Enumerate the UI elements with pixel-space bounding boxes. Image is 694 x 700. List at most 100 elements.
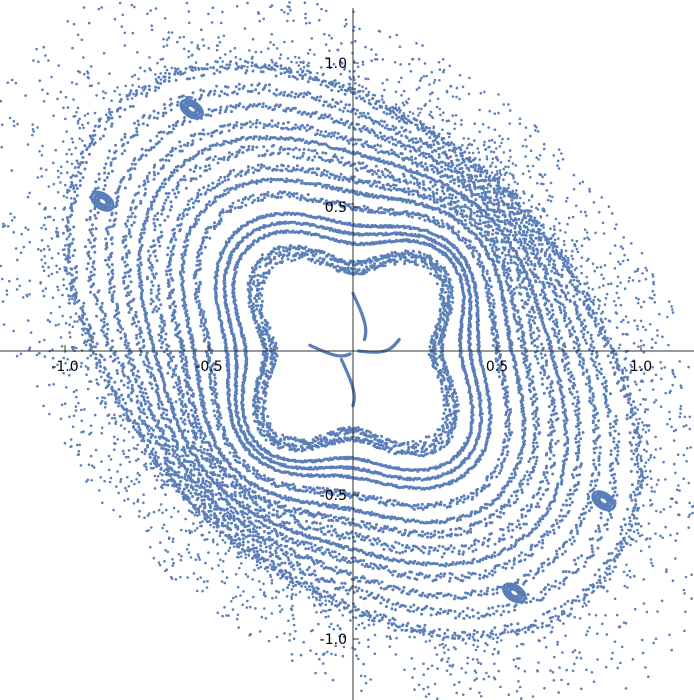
ring-point	[207, 336, 211, 340]
ring-point	[446, 297, 450, 301]
ring-point	[379, 261, 383, 265]
ring-point	[472, 249, 475, 252]
ring-point	[451, 498, 455, 502]
ring-point	[195, 300, 199, 304]
ring-point	[394, 440, 398, 444]
ring-point	[195, 255, 199, 259]
ring-point	[262, 192, 266, 196]
ring-point	[262, 419, 266, 423]
ring-point	[434, 449, 437, 453]
ring-point	[444, 302, 448, 306]
ring-point	[420, 502, 424, 506]
ring-point	[438, 293, 442, 297]
ring-point	[263, 394, 267, 398]
ring-point	[259, 377, 263, 380]
ring-point	[456, 403, 460, 407]
ring-point	[423, 218, 427, 222]
ring-point	[256, 289, 259, 292]
ring-point	[413, 259, 417, 263]
ring-point	[335, 268, 339, 272]
ring-point	[444, 384, 448, 388]
ring-point	[264, 319, 268, 323]
ring-point	[447, 277, 451, 281]
ring-point	[277, 247, 281, 251]
ring-point	[197, 218, 201, 222]
ring-point	[257, 406, 261, 410]
ring-point	[439, 297, 442, 301]
ring-point	[226, 191, 230, 194]
ring-point	[330, 442, 334, 446]
ring-point	[421, 507, 425, 511]
ring-point	[320, 439, 324, 443]
ring-point	[255, 394, 259, 398]
ring-point	[388, 212, 392, 216]
ring-point	[281, 496, 285, 500]
ring-point	[477, 252, 481, 256]
ring-point	[373, 442, 377, 446]
ring-point	[204, 227, 208, 231]
ring-point	[410, 450, 414, 454]
ring-point	[284, 246, 288, 250]
ring-point	[218, 214, 222, 217]
ring-point	[372, 256, 375, 260]
ring-point	[251, 412, 255, 416]
ring-point	[459, 495, 463, 499]
ring-point	[313, 261, 317, 265]
ring-point	[222, 458, 226, 462]
ring-point	[275, 354, 279, 358]
ring-point	[270, 353, 274, 357]
ring-point	[417, 255, 421, 259]
ring-point	[253, 401, 257, 404]
ring-point	[458, 498, 462, 502]
ring-point	[252, 472, 255, 476]
ring-point	[445, 284, 449, 288]
ring-point	[359, 208, 362, 212]
ring-point	[416, 449, 419, 453]
ring-point	[428, 260, 432, 264]
ring-point	[440, 225, 444, 229]
ring-point	[474, 236, 478, 240]
ring-point	[430, 337, 434, 341]
ring-point	[303, 253, 306, 257]
ring-point	[349, 266, 353, 270]
ring-point	[455, 399, 459, 403]
ring-point	[209, 203, 212, 207]
ring-point	[480, 261, 484, 265]
ring-point	[463, 241, 467, 245]
ring-point	[263, 196, 266, 200]
ring-point	[270, 351, 274, 354]
ring-point	[200, 251, 203, 255]
ring-point	[297, 256, 301, 260]
ring-point	[268, 326, 272, 330]
ring-point	[446, 287, 450, 291]
ring-point	[305, 488, 309, 492]
ring-point	[216, 222, 220, 226]
ring-point	[261, 216, 264, 220]
ring-point	[217, 406, 221, 409]
ring-point	[448, 505, 452, 509]
ring-point	[426, 266, 430, 270]
ring-point	[366, 210, 370, 214]
ring-point	[448, 394, 452, 398]
ring-point	[270, 342, 273, 346]
ring-point	[444, 403, 448, 407]
ring-point	[259, 316, 263, 320]
ring-point	[263, 364, 267, 368]
ring-point	[208, 236, 212, 240]
ring-point	[199, 401, 203, 405]
ring-point	[417, 454, 421, 458]
ring-point	[201, 395, 205, 399]
ring-point	[358, 272, 362, 276]
ring-point	[247, 465, 251, 469]
ring-point	[262, 434, 266, 438]
ring-point	[267, 377, 271, 381]
ring-point	[300, 255, 304, 259]
ring-point	[342, 440, 345, 444]
ring-point	[274, 262, 278, 266]
ring-point	[454, 403, 458, 407]
ring-point	[252, 280, 256, 284]
ring-point	[183, 307, 187, 311]
ring-point	[246, 283, 250, 286]
ring-point	[476, 262, 480, 266]
ring-point	[213, 227, 216, 231]
